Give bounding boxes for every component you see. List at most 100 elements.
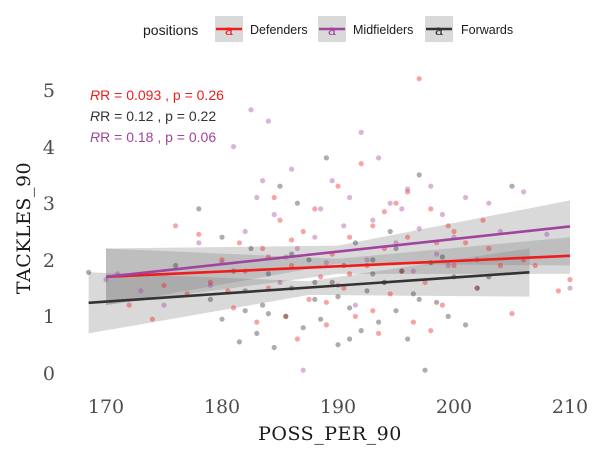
point-defenders xyxy=(196,231,202,237)
point-forwards xyxy=(370,271,376,277)
point-defenders xyxy=(451,262,457,269)
point-midfielders xyxy=(277,279,283,285)
point-defenders xyxy=(381,209,387,215)
point-midfielders xyxy=(231,144,237,150)
legend: positions a Defenders a Midfielders a Fo… xyxy=(143,16,513,42)
point-midfielders xyxy=(434,251,440,257)
trend-line-midfielders xyxy=(105,225,571,279)
point-forwards xyxy=(242,308,248,314)
point-midfielders xyxy=(271,211,277,218)
point-midfielders xyxy=(463,194,469,201)
point-forwards xyxy=(318,316,324,322)
trend-line-forwards xyxy=(88,271,530,305)
point-defenders xyxy=(428,206,434,212)
point-forwards xyxy=(271,344,277,351)
point-defenders xyxy=(405,234,411,240)
point-defenders xyxy=(370,308,376,314)
point-midfielders xyxy=(329,178,335,184)
point-defenders xyxy=(236,240,242,246)
point-midfielders xyxy=(196,240,202,246)
point-defenders xyxy=(126,302,132,308)
point-forwards xyxy=(422,367,428,373)
point-defenders xyxy=(323,299,329,305)
point-defenders xyxy=(231,305,237,311)
point-forwards xyxy=(393,308,399,314)
point-defenders xyxy=(480,217,486,223)
point-midfielders xyxy=(318,206,324,212)
point-forwards xyxy=(219,316,225,322)
point-midfielders xyxy=(242,228,248,235)
stat-forwards: RR = 0.12 , p = 0.22 xyxy=(90,108,216,124)
confidence-band-defenders xyxy=(106,237,570,306)
legend-label-forwards: Forwards xyxy=(461,23,513,37)
point-midfielders xyxy=(323,260,329,266)
point-midfielders xyxy=(260,178,266,184)
x-tick-label: 190 xyxy=(320,396,356,418)
point-forwards xyxy=(265,311,271,317)
point-defenders xyxy=(486,245,492,252)
stat-defenders-r: R = 0.093 xyxy=(100,87,161,103)
point-defenders xyxy=(173,223,179,229)
point-forwards xyxy=(463,322,469,328)
point-forwards xyxy=(236,339,242,345)
point-midfielders xyxy=(300,367,306,373)
point-midfielders xyxy=(410,268,416,274)
point-defenders xyxy=(318,274,324,280)
x-tick-label: 210 xyxy=(552,396,588,418)
point-defenders xyxy=(474,285,480,291)
point-midfielders xyxy=(439,211,445,218)
point-midfielders xyxy=(248,107,254,113)
point-forwards xyxy=(329,279,335,285)
legend-item-midfielders: a Midfielders xyxy=(318,16,413,42)
point-defenders xyxy=(428,328,434,334)
legend-label-midfielders: Midfielders xyxy=(353,23,413,37)
x-tick-label: 170 xyxy=(88,396,124,418)
point-midfielders xyxy=(445,262,451,269)
point-forwards xyxy=(410,291,416,297)
point-midfielders xyxy=(416,226,422,232)
point-forwards xyxy=(416,172,422,178)
point-forwards xyxy=(416,296,422,302)
point-midfielders xyxy=(486,200,492,206)
point-forwards xyxy=(312,279,318,285)
point-defenders xyxy=(335,183,341,189)
point-forwards xyxy=(207,296,213,302)
point-forwards xyxy=(248,245,254,252)
point-forwards xyxy=(306,257,312,263)
point-forwards xyxy=(376,319,382,325)
stat-defenders-p: p = 0.26 xyxy=(173,87,224,103)
point-defenders xyxy=(509,311,515,317)
point-midfielders xyxy=(341,223,347,229)
point-defenders xyxy=(149,316,155,322)
confidence-band-forwards xyxy=(88,248,530,334)
x-tick-label: 200 xyxy=(436,396,472,418)
point-defenders xyxy=(376,330,382,336)
point-forwards xyxy=(254,330,260,336)
point-defenders xyxy=(300,228,306,235)
point-forwards xyxy=(173,262,179,269)
legend-glyph-forwards: a xyxy=(435,23,443,39)
point-forwards xyxy=(434,299,440,305)
point-defenders xyxy=(410,319,416,325)
stat-midfielders-r: R = 0.18 xyxy=(100,129,154,145)
point-defenders xyxy=(219,257,225,263)
stat-defenders: RR = 0.093 , p = 0.26 xyxy=(90,87,224,103)
point-defenders xyxy=(387,291,393,297)
point-midfielders xyxy=(347,194,353,201)
point-forwards xyxy=(277,183,283,189)
point-midfielders xyxy=(376,155,382,161)
point-forwards xyxy=(196,206,202,212)
point-forwards xyxy=(439,254,445,260)
point-defenders xyxy=(422,279,428,285)
point-defenders xyxy=(341,285,347,291)
point-forwards xyxy=(393,245,399,252)
point-forwards xyxy=(323,155,329,161)
point-midfielders xyxy=(567,285,573,291)
x-axis: 170 180 190 200 210 POSS_PER_90 xyxy=(88,396,588,445)
legend-label-defenders: Defenders xyxy=(250,23,308,37)
point-defenders xyxy=(161,282,167,288)
point-forwards xyxy=(352,240,358,246)
point-forwards xyxy=(300,325,306,331)
point-defenders xyxy=(352,313,358,319)
correlation-stats: RR = 0.093 , p = 0.26 RR = 0.12 , p = 0.… xyxy=(90,87,224,145)
